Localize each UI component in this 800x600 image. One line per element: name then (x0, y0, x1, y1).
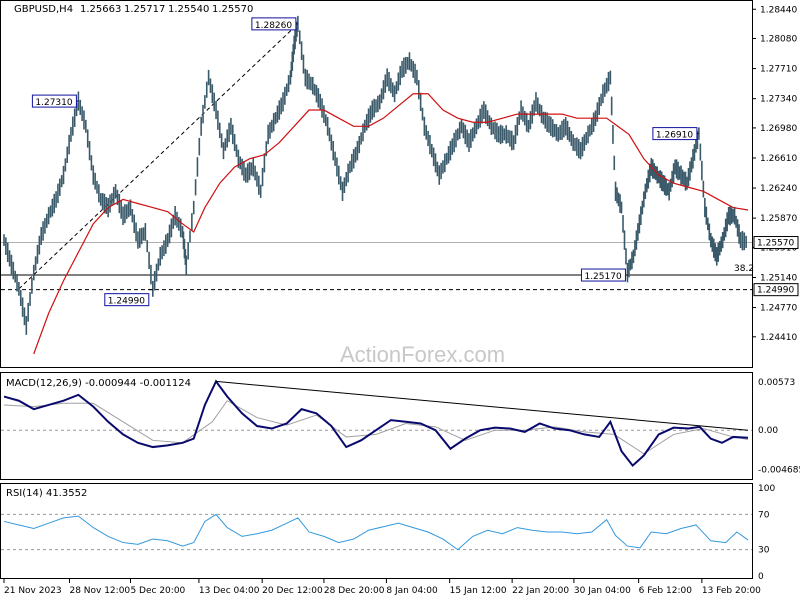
x-tick-label: 21 Nov 2023 (4, 586, 62, 596)
annotation-box (31, 94, 77, 108)
macd-y-tick-label: 0.00 (758, 426, 778, 436)
x-tick-label: 28 Dec 20:00 (324, 586, 385, 596)
macd-y-tick-label: 0.00573 (758, 378, 795, 388)
annotation-label: 1.24990 (108, 297, 145, 307)
price-panel-frame (0, 0, 753, 368)
macd-title: MACD(12,26,9) -0.000944 -0.001124 (6, 378, 191, 389)
rsi-panel: 100 70 30 0 (1, 484, 775, 582)
axis-price-label: 1.24990 (757, 286, 794, 296)
macd-y-tick-label: -0.004685 (758, 466, 800, 476)
x-tick-label: 28 Nov 12:00 (69, 586, 130, 596)
x-tick-label: 20 Dec 12:00 (262, 586, 323, 596)
rsi-y-tick-label: 100 (758, 484, 775, 494)
dashed-trendline (18, 23, 299, 290)
rsi-y-tick-label: 0 (758, 572, 764, 582)
annotation-box (652, 127, 698, 141)
open-value: 1.25663 (80, 4, 121, 15)
price-y-tick-label: 1.24770 (760, 304, 797, 314)
price-y-tick-label: 1.28080 (760, 35, 797, 45)
fib-level-label: 38.2 (734, 264, 754, 274)
price-y-tick-label: 1.26610 (760, 154, 797, 164)
macd-line (3, 379, 749, 468)
watermark: ActionForex.com (340, 342, 505, 367)
macd-trendline (215, 380, 749, 431)
annotation-label: 1.28260 (255, 21, 292, 31)
annotation-label: 1.26910 (656, 131, 693, 141)
high-value: 1.25717 (124, 4, 165, 15)
axis-price-label: 1.25570 (757, 239, 794, 249)
axis-price-box (753, 236, 799, 250)
close-value: 1.25570 (212, 4, 253, 15)
rsi-y-tick-label: 30 (758, 546, 770, 556)
annotation-label: 1.27310 (35, 98, 72, 108)
x-tick-label: 8 Jan 04:00 (386, 586, 438, 596)
x-tick-label: 22 Jan 20:00 (512, 586, 569, 596)
price-y-tick-label: 1.26240 (760, 184, 797, 194)
rsi-title: RSI(14) 41.3552 (6, 488, 87, 499)
x-tick-label: 30 Jan 04:00 (574, 586, 631, 596)
rsi-y-tick-label: 70 (758, 510, 770, 520)
price-y-tick-label: 1.27710 (760, 65, 797, 75)
x-tick-label: 6 Feb 12:00 (639, 586, 693, 596)
annotation-label: 1.25170 (584, 272, 621, 282)
price-y-tick-label: 1.28440 (760, 5, 797, 15)
macd-signal-line (3, 400, 749, 455)
rsi-line (3, 513, 749, 551)
rsi-panel-frame (0, 483, 753, 579)
low-value: 1.25540 (168, 4, 209, 15)
macd-panel-frame (0, 372, 753, 480)
price-y-tick-label: 1.26980 (760, 124, 797, 134)
annotation-box (580, 268, 626, 282)
price-y-tick-label: 1.25140 (760, 273, 797, 283)
price-y-tick-label: 1.27340 (760, 95, 797, 105)
symbol-label: GBPUSD,H4 (14, 4, 73, 15)
x-tick-label: 13 Dec 04:00 (199, 586, 260, 596)
moving-average-line (33, 93, 749, 355)
price-panel: 1.28440 1.28080 1.27710 1.27340 1.26980 1.266… (1, 5, 799, 355)
x-tick-label: 5 Dec 20:00 (130, 586, 185, 596)
price-y-tick-label: 1.25870 (760, 214, 797, 224)
x-axis: 21 Nov 2023 28 Nov 12:00 5 Dec 20:00 13 Dec… (3, 579, 761, 596)
price-header: GBPUSD,H4 1.25663 1.25717 1.25540 1.2557… (14, 4, 253, 15)
annotation-box (251, 17, 297, 31)
axis-price-box (753, 283, 799, 297)
annotation-box (104, 293, 150, 307)
macd-panel: 0.00573 0.00 -0.004685 (1, 378, 800, 476)
price-y-tick-label: 1.24410 (760, 333, 797, 343)
x-tick-label: 13 Feb 20:00 (702, 586, 761, 596)
x-tick-label: 15 Jan 12:00 (450, 586, 507, 596)
